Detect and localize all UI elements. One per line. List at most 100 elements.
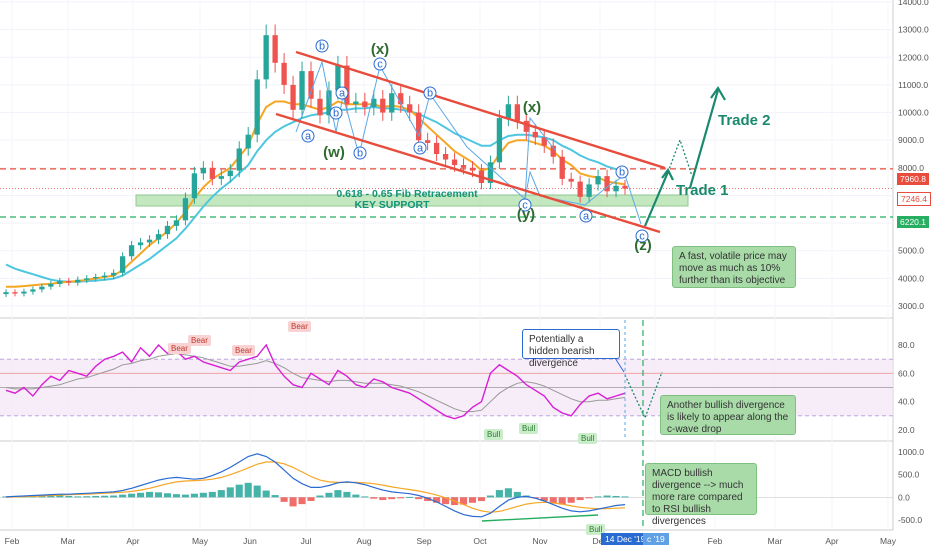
macd-bar (316, 495, 324, 498)
month-label: Apr (126, 536, 139, 546)
wave-small-label: c (377, 59, 383, 71)
fib-sublabel: KEY SUPPORT (354, 199, 430, 211)
candle-body (389, 93, 395, 113)
wave-small-label: c (639, 231, 645, 243)
candle-body (182, 198, 189, 221)
wave-circle (518, 198, 532, 212)
moving-averages (5, 100, 626, 288)
wave-circle (301, 129, 315, 143)
candle-body (236, 148, 242, 171)
wave-circle (423, 86, 437, 100)
macd-bar (244, 482, 252, 498)
wave-small-label: b (319, 41, 325, 53)
candle-body (102, 275, 108, 277)
macd-bar (621, 496, 629, 498)
macd-bar (145, 491, 154, 498)
price-tag-support: 6220.1 (897, 216, 929, 228)
candle-body (541, 137, 547, 146)
trade2-arrow (688, 89, 720, 189)
candle-body (245, 134, 251, 149)
macd-bull-badge: Bull (586, 524, 606, 535)
wave-big-label: (y) (517, 206, 535, 223)
candle-body (290, 84, 296, 110)
macd-bar (307, 497, 315, 501)
note-pointer (614, 357, 625, 373)
candle-body (66, 281, 72, 283)
price-tag-current: 7246.4 (897, 192, 931, 206)
candle-body (568, 178, 574, 182)
y-tick-label: 5000.0 (898, 246, 924, 256)
candle-body (335, 65, 341, 91)
rsi-tick-label: 20.0 (898, 425, 915, 435)
candle-body (344, 65, 350, 105)
candle-body (469, 167, 476, 171)
candle-body (424, 140, 431, 143)
bear-badge: Bear (232, 345, 255, 356)
macd-signal-line (5, 461, 626, 513)
x-axis-months: FebMarAprMayJunJulAugSepOctNovDecJanFebM… (5, 536, 897, 546)
macd-tick-label: -500.0 (898, 515, 922, 525)
candle-body (263, 35, 269, 80)
wave-circle (329, 106, 343, 120)
wave-circle (579, 209, 593, 223)
candle-body (272, 35, 278, 63)
macd-bar (567, 497, 575, 503)
macd-divergence-line (481, 514, 599, 522)
y-tick-label: 12000.0 (898, 52, 929, 62)
macd-bar (406, 496, 414, 498)
month-label: Jun (243, 536, 257, 546)
horizontal-levels (0, 168, 893, 218)
macd-tick-label: 500.0 (898, 470, 920, 480)
macd-bar (163, 493, 172, 498)
candle-body (57, 281, 63, 284)
note-macd: MACD bullish divergence --> much more ra… (645, 463, 757, 527)
macd-bar (504, 488, 512, 498)
macd-bar (477, 497, 486, 501)
candle-body (416, 112, 422, 141)
macd-bar (433, 497, 441, 503)
macd-bar (397, 497, 405, 499)
candle-body (586, 184, 592, 197)
candle-body (595, 176, 601, 185)
y-tick-label: 3000.0 (898, 301, 924, 311)
ema-slow-line (5, 105, 626, 283)
wave-small-label: a (305, 131, 312, 143)
wave-circle (315, 39, 329, 53)
wave-small-label: b (333, 108, 339, 120)
bull-badge: Bull (519, 423, 539, 434)
macd-bar (352, 494, 360, 498)
wave-circle (353, 146, 367, 160)
macd-bar (289, 497, 297, 507)
macd-bar (334, 490, 342, 498)
candle-body (93, 276, 99, 279)
wave-small-label: b (427, 88, 433, 100)
macd-bar (558, 497, 566, 505)
macd-bar (181, 494, 189, 498)
candle-body (362, 101, 368, 108)
trade1-head (661, 167, 674, 181)
macd-bar (442, 497, 450, 505)
candle-body (21, 291, 27, 294)
month-label: Feb (708, 536, 723, 546)
bear-badge: Bear (288, 321, 311, 332)
candle-body (218, 176, 224, 179)
macd-bar (262, 490, 270, 498)
rsi-tick-label: 60.0 (898, 368, 915, 378)
y-axis-ticks: 14000.0 13000.0 12000.0 11000.0 10000.0 9000.… (898, 0, 929, 525)
note-volatile: A fast, volatile price may move as much … (672, 246, 796, 288)
y-tick-label: 9000.0 (898, 135, 924, 145)
candle-body (308, 71, 314, 99)
macd-bar (74, 496, 82, 498)
wave-circle (335, 86, 349, 100)
month-label: Dec (592, 536, 608, 546)
wave-circle (615, 165, 629, 179)
macd-bar (92, 495, 100, 498)
bear-badge: Bear (168, 343, 191, 354)
bear-badge: Bear (188, 335, 211, 346)
macd-bar (56, 495, 64, 498)
trade1-arrow (643, 171, 670, 227)
wave-small-label: a (417, 143, 424, 155)
note-hidden-bearish: Potentially a hidden bearish divergence (522, 329, 620, 369)
macd-bar (271, 495, 279, 498)
macd-panel (0, 453, 893, 522)
